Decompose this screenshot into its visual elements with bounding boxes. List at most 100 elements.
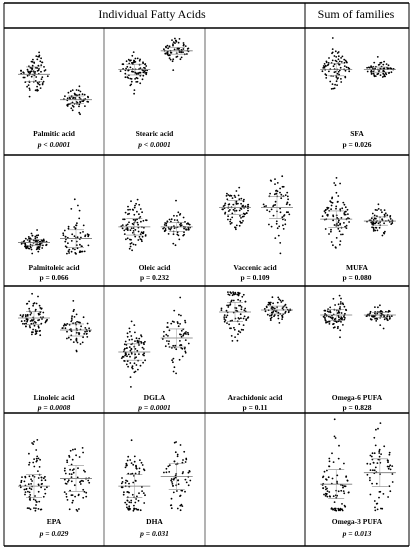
data-point bbox=[124, 347, 126, 350]
data-point bbox=[331, 83, 334, 85]
data-point bbox=[180, 344, 183, 346]
data-point bbox=[72, 300, 75, 302]
data-point bbox=[240, 317, 242, 320]
data-point bbox=[126, 355, 128, 358]
data-point bbox=[325, 77, 328, 79]
data-point bbox=[140, 461, 143, 464]
data-point bbox=[185, 333, 187, 335]
data-point bbox=[383, 213, 386, 216]
data-point bbox=[269, 319, 272, 321]
data-point bbox=[63, 323, 66, 326]
data-point bbox=[276, 227, 279, 230]
panels-layer: Palmitic acid p < 0.0001 Stearic acid p < 0… bbox=[18, 37, 396, 538]
data-point bbox=[82, 488, 85, 491]
data-point bbox=[73, 308, 75, 311]
data-point bbox=[141, 346, 144, 349]
data-point bbox=[124, 76, 127, 79]
data-point bbox=[46, 75, 49, 78]
data-point bbox=[30, 248, 33, 251]
data-point bbox=[85, 495, 88, 498]
data-point bbox=[166, 326, 169, 329]
data-point bbox=[269, 314, 271, 317]
data-point bbox=[40, 479, 43, 482]
data-point bbox=[27, 490, 29, 493]
data-point bbox=[77, 89, 80, 92]
data-point bbox=[29, 237, 32, 240]
data-point bbox=[70, 463, 73, 466]
data-point bbox=[75, 240, 78, 243]
data-point bbox=[284, 219, 287, 221]
data-point bbox=[340, 57, 342, 59]
data-point bbox=[67, 479, 70, 482]
data-point bbox=[84, 470, 86, 473]
data-point bbox=[70, 317, 73, 320]
data-point bbox=[383, 445, 386, 448]
data-point bbox=[179, 340, 181, 342]
data-point bbox=[369, 310, 372, 313]
data-point bbox=[373, 469, 376, 472]
data-point bbox=[164, 229, 167, 232]
data-point bbox=[224, 319, 227, 321]
panel-label: Oleic acid bbox=[139, 263, 172, 272]
data-point bbox=[182, 234, 185, 237]
data-point bbox=[324, 486, 327, 488]
data-point bbox=[28, 487, 31, 490]
data-point bbox=[125, 344, 128, 346]
data-point bbox=[44, 488, 46, 491]
data-point bbox=[135, 464, 137, 467]
data-point bbox=[75, 454, 77, 457]
data-point bbox=[238, 209, 241, 212]
data-point bbox=[145, 219, 148, 222]
data-point bbox=[140, 334, 142, 336]
data-point bbox=[87, 101, 90, 103]
data-point bbox=[376, 209, 378, 212]
data-point bbox=[235, 228, 237, 231]
data-point bbox=[264, 310, 267, 313]
data-point bbox=[330, 204, 333, 207]
data-point bbox=[227, 291, 229, 293]
data-point bbox=[126, 223, 129, 226]
data-point bbox=[275, 220, 278, 223]
data-point bbox=[274, 237, 277, 240]
data-point bbox=[35, 234, 38, 237]
data-point bbox=[384, 230, 386, 233]
data-point bbox=[181, 461, 184, 464]
data-point bbox=[134, 235, 137, 238]
data-point bbox=[130, 62, 133, 64]
data-point bbox=[386, 214, 389, 217]
data-point bbox=[78, 508, 80, 510]
data-point bbox=[122, 218, 124, 221]
data-point bbox=[235, 224, 238, 227]
data-point bbox=[175, 348, 178, 351]
data-point bbox=[166, 220, 169, 223]
data-point bbox=[325, 478, 327, 481]
data-point bbox=[178, 313, 180, 316]
data-point bbox=[374, 217, 377, 220]
data-point bbox=[278, 225, 281, 228]
data-point bbox=[168, 227, 170, 230]
data-point bbox=[180, 335, 183, 338]
data-point bbox=[36, 501, 38, 503]
data-point bbox=[26, 74, 29, 77]
data-point bbox=[125, 228, 127, 231]
data-point bbox=[141, 211, 144, 214]
data-point bbox=[35, 332, 38, 335]
data-point bbox=[37, 239, 39, 242]
data-point bbox=[177, 325, 180, 328]
data-point bbox=[238, 318, 241, 320]
data-point bbox=[75, 89, 78, 91]
data-point bbox=[134, 204, 136, 207]
data-point bbox=[322, 487, 324, 489]
data-point bbox=[134, 348, 137, 350]
data-point bbox=[338, 311, 341, 314]
data-point bbox=[281, 316, 284, 319]
data-point bbox=[138, 353, 140, 355]
data-point bbox=[337, 490, 340, 493]
data-point bbox=[378, 452, 381, 454]
data-point bbox=[72, 97, 74, 100]
data-point bbox=[346, 479, 349, 482]
data-point bbox=[130, 78, 133, 80]
data-point bbox=[326, 487, 328, 490]
data-point bbox=[179, 509, 182, 512]
data-point bbox=[186, 53, 188, 55]
